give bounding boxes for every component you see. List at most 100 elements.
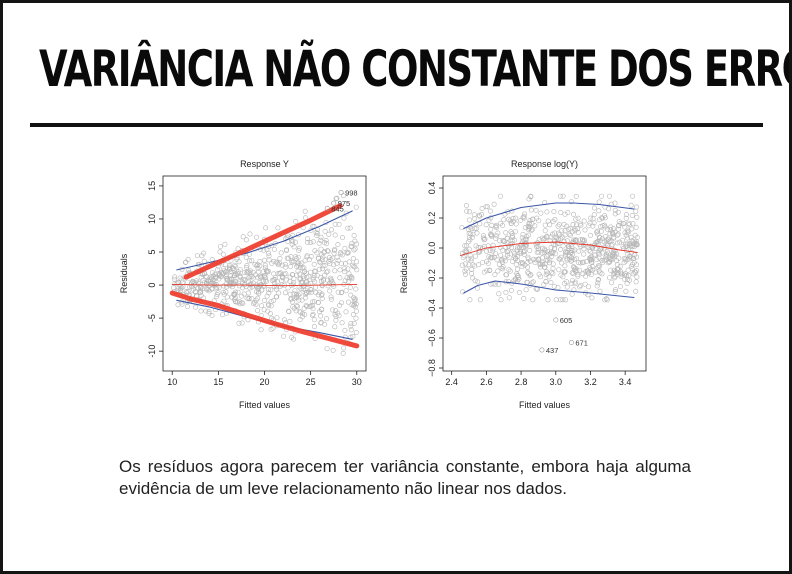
scatter-point xyxy=(213,275,219,281)
scatter-point xyxy=(340,235,346,241)
scatter-point xyxy=(233,271,239,277)
scatter-point xyxy=(272,277,278,283)
scatter-point xyxy=(318,260,324,266)
scatter-point xyxy=(236,320,242,326)
scatter-point xyxy=(276,290,282,296)
scatter-point xyxy=(322,228,328,234)
scatter-point xyxy=(614,258,620,264)
scatter-point xyxy=(237,267,243,273)
scatter-point xyxy=(468,256,474,262)
scatter-point xyxy=(296,245,302,251)
scatter-point xyxy=(177,288,183,294)
scatter-point xyxy=(496,281,502,287)
scatter-point xyxy=(312,268,318,274)
scatter-point xyxy=(266,253,272,259)
scatter-point xyxy=(630,271,636,277)
scatter-point xyxy=(484,268,490,274)
scatter-point xyxy=(265,301,271,307)
y-tick-label: −0.2 xyxy=(427,269,437,287)
scatter-point xyxy=(575,230,581,236)
scatter-point xyxy=(575,273,581,279)
scatter-point xyxy=(227,277,233,283)
scatter-point xyxy=(612,270,618,276)
scatter-point xyxy=(533,207,539,213)
scatter-point xyxy=(577,284,583,290)
scatter-point xyxy=(254,263,260,269)
scatter-point xyxy=(562,269,568,275)
series-line-highlight-3 xyxy=(183,203,343,280)
scatter-point xyxy=(295,260,301,266)
scatter-point xyxy=(491,201,497,207)
scatter-point xyxy=(487,208,493,214)
scatter-point xyxy=(275,262,281,268)
scatter-point xyxy=(259,273,265,279)
scatter-point xyxy=(597,217,603,223)
scatter-point xyxy=(262,257,268,263)
scatter-points xyxy=(170,193,360,356)
scatter-point xyxy=(302,258,308,264)
scatter-point xyxy=(302,269,308,275)
scatter-point xyxy=(244,263,250,269)
scatter-point xyxy=(595,228,601,234)
scatter-point xyxy=(616,223,622,229)
scatter-point xyxy=(354,267,360,273)
scatter-point xyxy=(547,238,553,244)
scatter-point xyxy=(334,261,340,267)
scatter-point xyxy=(466,262,472,268)
scatter-point xyxy=(483,222,489,228)
chart-title: Response Y xyxy=(240,159,289,169)
scatter-point xyxy=(628,202,634,208)
scatter-point xyxy=(602,297,608,303)
scatter-point xyxy=(308,304,314,310)
scatter-point xyxy=(256,269,262,275)
scatter-point xyxy=(604,238,610,244)
scatter-point xyxy=(553,297,559,303)
scatter-point xyxy=(602,213,608,219)
scatter-point xyxy=(274,286,280,292)
scatter-point xyxy=(546,274,552,280)
scatter-point xyxy=(530,297,536,303)
scatter-point xyxy=(504,249,510,255)
scatter-point xyxy=(617,284,623,290)
scatter-point xyxy=(290,282,296,288)
scatter-point xyxy=(548,234,554,240)
scatter-point xyxy=(498,193,504,199)
scatter-point xyxy=(513,277,519,283)
series-line-envelope-1 xyxy=(176,210,353,271)
scatter-point xyxy=(517,248,523,254)
scatter-point xyxy=(542,222,548,228)
slide: VARIÂNCIA NÃO CONSTANTE DOS ERROS Respon… xyxy=(3,3,789,571)
scatter-point xyxy=(572,238,578,244)
scatter-point xyxy=(231,281,237,287)
scatter-point xyxy=(527,273,533,279)
scatter-point xyxy=(351,264,357,270)
scatter-point xyxy=(586,245,592,251)
scatter-point xyxy=(591,205,597,211)
scatter-point xyxy=(261,307,267,313)
scatter-point xyxy=(542,248,548,254)
scatter-point xyxy=(529,226,535,232)
scatter-point xyxy=(185,289,191,295)
scatter-point xyxy=(489,254,495,260)
scatter-point xyxy=(620,237,626,243)
scatter-point xyxy=(504,235,510,241)
scatter-point xyxy=(283,248,289,254)
scatter-point xyxy=(280,274,286,280)
scatter-point xyxy=(500,264,506,270)
scatter-point xyxy=(625,235,631,241)
x-tick-label: 3.4 xyxy=(619,377,632,387)
scatter-point xyxy=(591,212,597,218)
scatter-point xyxy=(588,257,594,263)
scatter-point xyxy=(493,251,499,257)
scatter-point xyxy=(533,257,539,263)
scatter-point xyxy=(623,241,629,247)
scatter-point xyxy=(351,302,357,308)
scatter-point xyxy=(542,264,548,270)
scatter-point xyxy=(342,261,348,267)
scatter-point xyxy=(557,193,563,199)
scatter-point xyxy=(312,279,318,285)
scatter-point xyxy=(318,313,324,319)
scatter-point xyxy=(242,270,248,276)
scatter-point xyxy=(289,296,295,302)
scatter-point xyxy=(563,249,569,255)
